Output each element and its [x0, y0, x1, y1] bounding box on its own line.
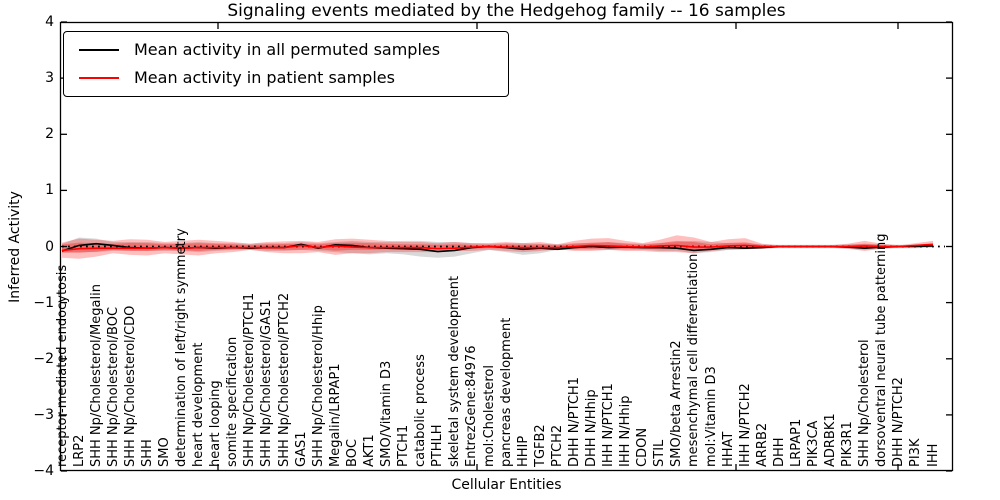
x-tick-label: PI3K: [908, 438, 924, 467]
plot-frame: [59, 21, 954, 472]
x-tick-label: heart development: [191, 342, 207, 467]
x-tick-label: IHH N/PTCH1: [601, 383, 616, 467]
x-tick-label: DHH: [771, 437, 787, 467]
x-tick-label: ARRB2: [754, 422, 770, 467]
x-tick-label: PTCH1: [396, 424, 412, 467]
x-tick-label: SMO: [157, 437, 172, 467]
x-tick-label: PTCH2: [549, 424, 565, 467]
x-tick-label: SMO/Vitamin D3: [379, 360, 394, 467]
x-tick-label: SHH Np/Cholesterol/Hhip: [310, 305, 326, 467]
legend-line-sample-black: [79, 48, 119, 52]
y-tick-label: −1: [33, 294, 54, 311]
chart-title: Signaling events mediated by the Hedgeho…: [227, 1, 786, 21]
x-tick-label: catabolic process: [413, 354, 429, 467]
x-tick-label: SHH Np/Cholesterol/CDO: [122, 305, 138, 467]
y-tick-label: −4: [33, 463, 54, 479]
y-tick-label: 4: [45, 14, 54, 30]
x-tick-label: mesenchymal cell differentiation: [686, 253, 702, 467]
x-tick-label: Megalin/LRPAP1: [327, 363, 343, 467]
x-tick-label: LRPAP1: [788, 418, 804, 467]
x-tick-label: DHH N/PTCH2: [891, 377, 907, 467]
x-tick-label: SHH: [139, 439, 155, 467]
legend-item-permuted: Mean activity in all permuted samples: [64, 41, 508, 59]
x-tick-label: SHH Np/Cholesterol/Megalin: [88, 284, 104, 467]
x-tick-label: SHH Np/Cholesterol/BOC: [105, 306, 121, 467]
y-tick-label: 0: [45, 238, 54, 255]
x-tick-label: EntrezGene:84976: [464, 345, 480, 467]
x-tick-label: somite specification: [225, 336, 241, 467]
x-tick-label: DHH N/Hhip: [583, 389, 599, 467]
legend-item-patient: Mean activity in patient samples: [64, 69, 508, 87]
x-tick-label: ADRBK1: [823, 413, 838, 467]
x-tick-label: GAS1: [293, 431, 309, 468]
x-tick-label: CDON: [635, 427, 651, 467]
x-tick-label: BOC: [344, 439, 360, 467]
x-tick-label: SHH Np/Cholesterol/PTCH1: [242, 292, 258, 467]
x-tick-label: receptor-mediated endocytosis: [54, 264, 70, 467]
x-tick-label: IHH: [925, 443, 941, 467]
x-tick-label: SMO/beta Arrestin2: [669, 340, 685, 467]
legend-label: Mean activity in patient samples: [134, 68, 395, 87]
y-tick-label: −3: [33, 406, 54, 423]
legend-line-sample-red: [79, 76, 119, 80]
x-tick-label: HHAT: [720, 431, 736, 467]
legend-label: Mean activity in all permuted samples: [134, 40, 441, 59]
x-axis-label: Cellular Entities: [451, 477, 562, 493]
x-tick-label: AKT1: [361, 434, 377, 467]
x-tick-label: PTHLH: [430, 424, 446, 467]
y-tick-label: −2: [33, 350, 54, 367]
x-tick-label: TGFB2: [532, 424, 548, 467]
x-tick-label: PIK3CA: [806, 420, 821, 467]
y-tick-label: 2: [45, 126, 54, 143]
x-tick-label: mol:Cholesterol: [481, 365, 497, 467]
legend: Mean activity in all permuted samples Me…: [63, 31, 509, 97]
x-tick-label: mol:Vitamin D3: [703, 366, 719, 467]
x-tick-label: HHIP: [515, 435, 531, 467]
x-tick-label: SHH Np/Cholesterol/PTCH2: [276, 292, 292, 467]
x-tick-label: skeletal system development: [447, 275, 463, 467]
line-mean-activity-in-patient-samples: [61, 243, 934, 252]
x-tick-label: dorsoventral neural tube patterning: [874, 233, 890, 467]
x-tick-label: SHH Np/Cholesterol/GAS1: [259, 299, 275, 467]
x-tick-label: PIK3R1: [840, 421, 856, 467]
x-tick-label: IHH N/Hhip: [618, 395, 634, 468]
y-tick-label: 3: [45, 70, 54, 87]
y-tick-label: 1: [45, 182, 54, 199]
x-tick-label: pancreas development: [498, 317, 514, 467]
x-tick-label: IHH N/PTCH2: [737, 383, 753, 467]
x-tick-label: LRP2: [71, 434, 87, 467]
x-tick-label: STIL: [652, 439, 668, 467]
x-tick-label: determination of left/right symmetry: [174, 228, 189, 467]
x-tick-label: SHH Np/Cholesterol: [857, 339, 873, 467]
x-tick-label: DHH N/PTCH1: [566, 377, 582, 467]
x-tick-label: heart looping: [208, 380, 224, 467]
